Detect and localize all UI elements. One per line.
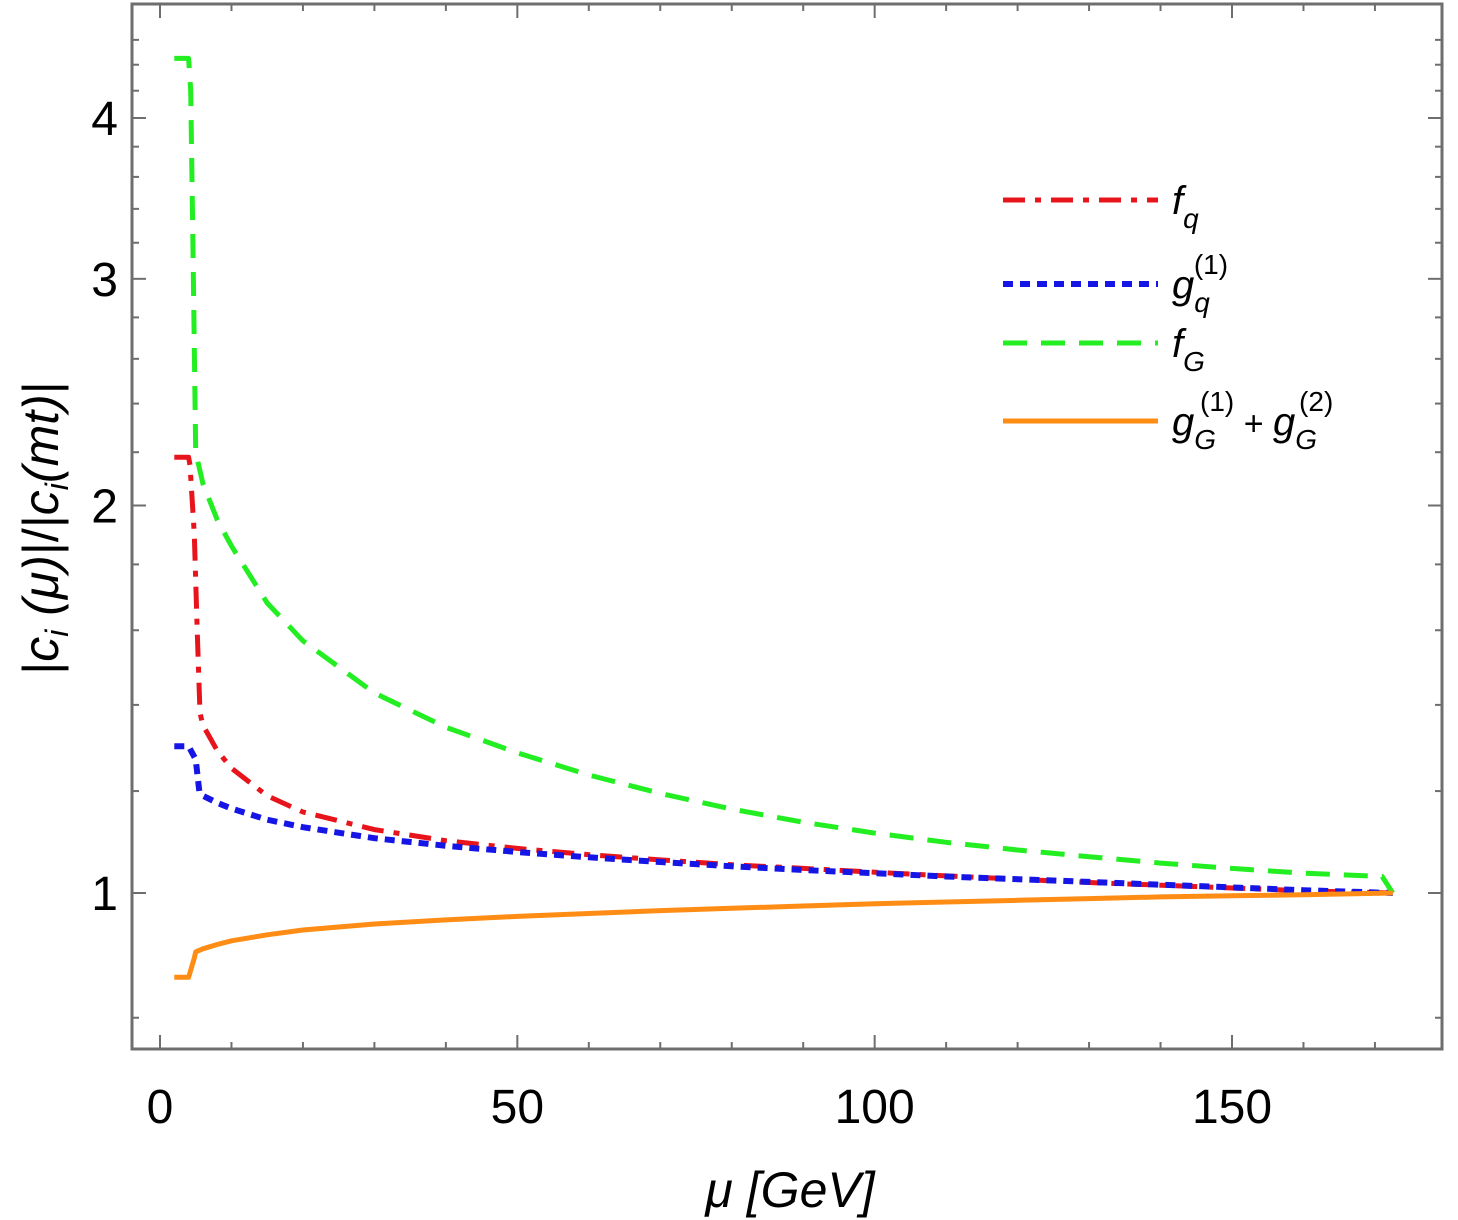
plot-frame [130, 2, 1444, 1051]
legend-label-gq1: gq(1) [1172, 249, 1228, 318]
x-axis-title: μ [GeV] [703, 1162, 875, 1218]
plot-marks: 0 50 100 150 1 2 3 4 [91, 4, 1442, 1134]
x-tick-label: 0 [147, 1081, 174, 1134]
x-tick-label: 150 [1192, 1081, 1272, 1134]
series-layer [174, 55, 1395, 980]
y-tick-label: 4 [91, 93, 118, 146]
legend-label-gG12: gG(1) + gG(2) [1172, 386, 1333, 455]
series-line-gG12 [174, 890, 1393, 980]
y-axis-title: |ci (μ)|/|ci(mt)| [13, 381, 75, 675]
x-tick-label: 100 [835, 1081, 915, 1134]
series-line-fq [174, 454, 1393, 896]
y-tick-label: 3 [91, 254, 118, 307]
x-tick-label: 50 [491, 1081, 544, 1134]
y-tick-label: 2 [91, 481, 118, 534]
y-tick-label: 1 [91, 868, 118, 921]
series-line-gq1 [174, 743, 1393, 896]
